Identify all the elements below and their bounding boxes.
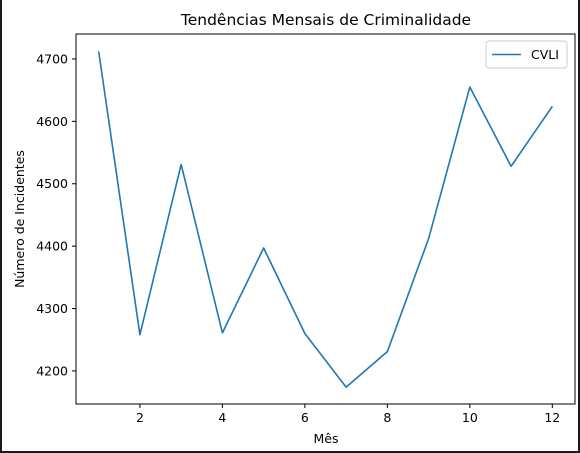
x-axis-label: Mês bbox=[314, 431, 339, 446]
x-tick-label: 8 bbox=[383, 410, 391, 425]
legend-label-cvli: CVLI bbox=[531, 47, 559, 62]
series-line-cvli bbox=[97, 51, 553, 388]
y-tick-label: 4500 bbox=[36, 176, 68, 191]
y-axis-label: Número de Incidentes bbox=[12, 150, 27, 288]
x-tick-label: 6 bbox=[301, 410, 309, 425]
y-tick-label: 4600 bbox=[36, 114, 68, 129]
axis-ticks: 2 4 6 8 10 12 4200 4300 4400 4500 4600 4700 bbox=[36, 51, 560, 425]
y-tick-label: 4700 bbox=[36, 51, 68, 66]
plot-frame bbox=[75, 33, 576, 405]
x-tick-label: 2 bbox=[136, 410, 144, 425]
legend: CVLI bbox=[485, 40, 568, 69]
chart-title: Tendências Mensais de Criminalidade bbox=[180, 11, 471, 29]
y-tick-label: 4400 bbox=[36, 239, 68, 254]
x-tick-label: 10 bbox=[462, 410, 478, 425]
legend-box bbox=[485, 40, 568, 69]
x-tick-label: 12 bbox=[544, 410, 560, 425]
y-tick-label: 4200 bbox=[36, 363, 68, 378]
x-tick-label: 4 bbox=[218, 410, 226, 425]
y-tick-label: 4300 bbox=[36, 301, 68, 316]
